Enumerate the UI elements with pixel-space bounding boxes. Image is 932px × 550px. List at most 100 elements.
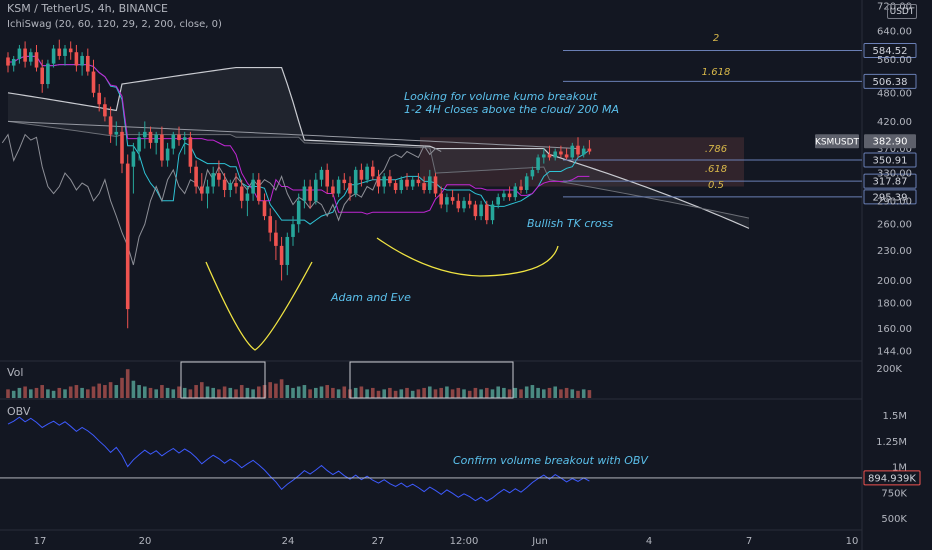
volume-bar bbox=[296, 386, 301, 398]
fib-label: 0.5 bbox=[708, 180, 724, 191]
volume-bar bbox=[382, 389, 386, 398]
candle-body bbox=[331, 186, 335, 194]
candle-body bbox=[519, 186, 523, 190]
volume-bar bbox=[91, 386, 96, 398]
time-tick-label: 20 bbox=[139, 536, 152, 547]
volume-bar bbox=[17, 387, 22, 398]
candle-body bbox=[46, 63, 50, 85]
price-tick-label: 330.00 bbox=[877, 169, 912, 180]
candle-body bbox=[319, 169, 324, 180]
volume-bar bbox=[388, 387, 392, 398]
volume-bar bbox=[234, 389, 238, 398]
time-tick-label: 27 bbox=[372, 536, 385, 547]
candle-body bbox=[479, 204, 483, 217]
candle-body bbox=[382, 176, 386, 187]
volume-bar bbox=[34, 387, 39, 398]
candle-body bbox=[63, 48, 67, 56]
candle-body bbox=[547, 154, 552, 158]
candle-body bbox=[177, 134, 181, 141]
volume-bar bbox=[536, 387, 540, 398]
candle-body bbox=[371, 166, 375, 177]
candle-body bbox=[393, 183, 398, 190]
candle-body bbox=[279, 245, 284, 265]
volume-bar bbox=[171, 389, 176, 398]
candle-body bbox=[376, 176, 381, 187]
volume-bar bbox=[530, 385, 535, 398]
time-axis[interactable]: 17 20 24 27 12:00 Jun 4 7 10 bbox=[34, 536, 859, 547]
volume-bar bbox=[513, 387, 518, 398]
candle-body bbox=[97, 92, 101, 105]
volume-bar bbox=[376, 390, 381, 398]
volume-bar bbox=[188, 389, 193, 398]
candle-body bbox=[137, 137, 141, 152]
volume-bar bbox=[68, 386, 73, 398]
volume-bar bbox=[257, 386, 261, 398]
volume-bar bbox=[268, 382, 272, 398]
candle-body bbox=[473, 204, 478, 217]
volume-bar bbox=[114, 385, 119, 398]
volume-bar bbox=[331, 387, 335, 398]
candle-body bbox=[23, 48, 27, 62]
candle-body bbox=[485, 204, 489, 221]
volume-bar bbox=[200, 382, 204, 398]
candle-body bbox=[348, 183, 352, 194]
obv-current-label: 894.939K bbox=[868, 473, 916, 484]
volume-highlight-box bbox=[349, 361, 514, 399]
time-tick-label: 4 bbox=[646, 536, 652, 547]
candle-body bbox=[40, 67, 44, 85]
volume-tick-label: 200K bbox=[876, 364, 902, 375]
volume-bar bbox=[74, 385, 79, 398]
obv-tick-label: 1.25M bbox=[876, 437, 907, 448]
volume-bar bbox=[279, 379, 284, 398]
candle-body bbox=[542, 154, 546, 158]
annotation-text: 1-2 4H closes above the cloud/ 200 MA bbox=[404, 103, 619, 116]
current-price-label: 382.90 bbox=[873, 137, 908, 148]
volume-bar bbox=[182, 387, 187, 398]
candle-body bbox=[171, 134, 176, 149]
candle-body bbox=[314, 179, 318, 201]
adam-drawing bbox=[205, 261, 313, 351]
volume-bar bbox=[524, 386, 529, 398]
candle-body bbox=[428, 176, 432, 190]
obv-tick-label: 750K bbox=[881, 488, 907, 499]
candle-body bbox=[462, 200, 466, 209]
candle-body bbox=[342, 179, 347, 184]
candle-body bbox=[6, 57, 10, 66]
volume-bar bbox=[154, 389, 158, 398]
candle-body bbox=[80, 55, 84, 66]
candle-body bbox=[467, 200, 472, 205]
price-tick-label: 420.00 bbox=[877, 117, 912, 128]
candle-body bbox=[530, 169, 535, 177]
volume-bar bbox=[211, 387, 215, 398]
candle-body bbox=[490, 204, 495, 221]
candle-body bbox=[291, 224, 295, 237]
currency-button[interactable]: USDT bbox=[887, 4, 917, 19]
volume-bar bbox=[542, 389, 546, 398]
obv-pane-label: OBV bbox=[7, 405, 31, 418]
price-tick-label: 560.00 bbox=[877, 55, 912, 66]
candle-body bbox=[211, 173, 215, 187]
volume-bar bbox=[302, 385, 307, 398]
volume-bar bbox=[131, 380, 136, 398]
volume-bar bbox=[502, 387, 506, 398]
indicator-legend[interactable]: IchiSwag (20, 60, 120, 29, 2, 200, close… bbox=[7, 19, 222, 30]
volume-bar bbox=[462, 389, 466, 398]
volume-bar bbox=[490, 389, 495, 398]
volume-bar bbox=[433, 389, 438, 398]
price-axis[interactable]: 584.52 506.38 350.91 317.87 295.39 720.00 640.… bbox=[815, 1, 921, 525]
price-tick-label: 230.00 bbox=[877, 246, 912, 257]
volume-bar bbox=[371, 387, 375, 398]
volume-bar bbox=[103, 385, 107, 398]
volume-bar bbox=[125, 369, 130, 398]
kumo-resistance-area bbox=[420, 137, 744, 187]
candle-body bbox=[365, 166, 369, 180]
time-tick-label: 24 bbox=[282, 536, 295, 547]
candle-body bbox=[160, 134, 164, 161]
candle-body bbox=[496, 197, 500, 205]
volume-bar bbox=[177, 386, 181, 398]
candle-body bbox=[564, 154, 569, 158]
price-level-label: 506.38 bbox=[873, 77, 908, 88]
obv-tick-label: 1M bbox=[892, 463, 907, 474]
candle-body bbox=[433, 176, 438, 194]
